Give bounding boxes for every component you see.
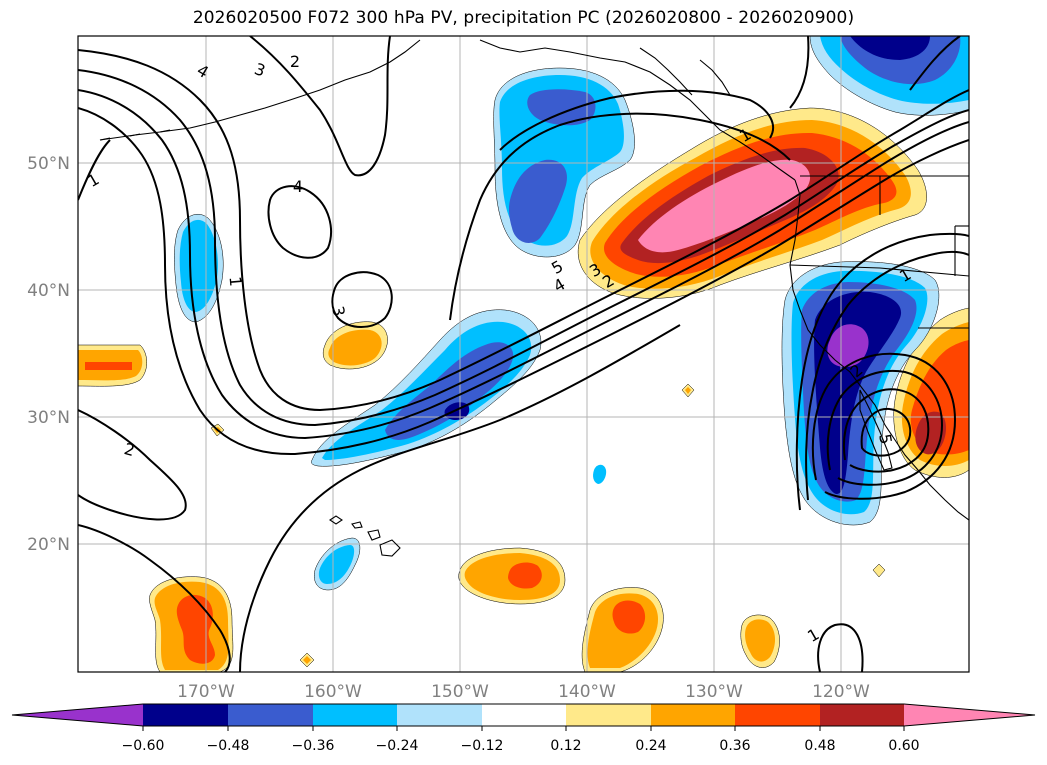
colorbar-tick-label: −0.60 bbox=[122, 738, 165, 754]
pv-label: 3 bbox=[328, 304, 348, 317]
colorbar-segment bbox=[651, 704, 735, 726]
lon-label: 120°W bbox=[812, 682, 870, 702]
colorbar-segment bbox=[143, 704, 228, 726]
colorbar-tick-label: −0.12 bbox=[461, 738, 504, 754]
lon-label: 150°W bbox=[431, 682, 489, 702]
colorbar-segment bbox=[228, 704, 313, 726]
colorbar-tick-label: −0.24 bbox=[376, 738, 419, 754]
colorbar-tick-label: −0.48 bbox=[207, 738, 250, 754]
colorbar-tick-label: 0.60 bbox=[888, 738, 919, 754]
gridlines bbox=[78, 36, 969, 672]
lat-label: 50°N bbox=[27, 154, 70, 174]
figure-title: 2026020500 F072 300 hPa PV, precipitatio… bbox=[192, 8, 855, 28]
colorbar: −0.60 −0.48 −0.36 −0.24 −0.12 0.12 0.24 … bbox=[11, 703, 1036, 754]
pv-label: 5 bbox=[875, 432, 895, 445]
precip-shading bbox=[78, 36, 969, 672]
pv-label: 2 bbox=[290, 52, 300, 71]
lat-label: 40°N bbox=[27, 281, 70, 301]
lon-label: 170°W bbox=[177, 682, 235, 702]
pv-contours bbox=[78, 36, 969, 672]
pv-label: 2 bbox=[122, 439, 137, 460]
colorbar-segment bbox=[313, 704, 397, 726]
lat-label: 20°N bbox=[27, 535, 70, 555]
colorbar-segment bbox=[397, 704, 482, 726]
colorbar-tick-label: 0.48 bbox=[804, 738, 835, 754]
lat-label: 30°N bbox=[27, 408, 70, 428]
lon-label: 140°W bbox=[558, 682, 616, 702]
colorbar-tick-label: 0.24 bbox=[635, 738, 666, 754]
colorbar-extend-high bbox=[904, 704, 1035, 726]
pv-label: 4 bbox=[293, 177, 303, 196]
colorbar-tick-label: 0.36 bbox=[719, 738, 750, 754]
colorbar-segment bbox=[820, 704, 904, 726]
colorbar-tick-label: 0.12 bbox=[550, 738, 581, 754]
colorbar-segment bbox=[482, 704, 566, 726]
map-frame bbox=[77, 35, 970, 673]
pv-label: 1 bbox=[226, 276, 246, 288]
colorbar-segment bbox=[735, 704, 820, 726]
colorbar-tick-label: −0.36 bbox=[292, 738, 335, 754]
colorbar-segment bbox=[566, 704, 651, 726]
lon-label: 160°W bbox=[304, 682, 362, 702]
latitude-labels: 50°N 40°N 30°N 20°N bbox=[27, 154, 70, 555]
longitude-labels: 170°W 160°W 150°W 140°W 130°W 120°W bbox=[177, 682, 870, 702]
colorbar-extend-low bbox=[12, 704, 143, 726]
lon-label: 130°W bbox=[685, 682, 743, 702]
